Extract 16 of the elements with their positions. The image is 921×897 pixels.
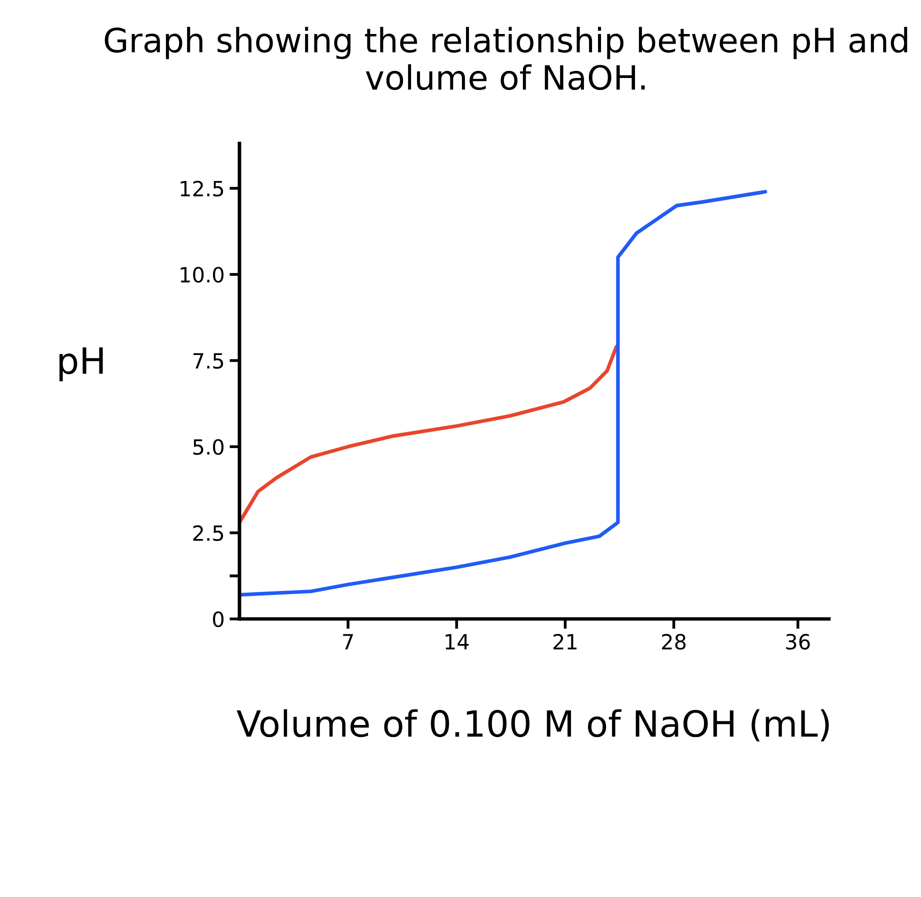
- x-tick-label: 7: [343, 634, 353, 650]
- x-tick-label: 21: [553, 634, 577, 650]
- y-tick-label: 12.5: [180, 180, 224, 197]
- line-series: [239, 344, 618, 524]
- y-axis-title: pH: [60, 347, 103, 382]
- line-series: [239, 190, 768, 597]
- y-tick-label: 7.5: [193, 353, 224, 369]
- x-tick-label: 36: [786, 634, 810, 650]
- y-tick-label: 2.5: [193, 525, 224, 542]
- x-tick-label: 14: [446, 634, 469, 650]
- y-tick-label: 10.0: [180, 266, 224, 283]
- chart-title: Graph showing the relationship between pH and volume of NaOH.: [104, 26, 908, 90]
- x-axis-title: Volume of 0.100 M of NaOH (mL): [236, 709, 829, 742]
- x-tick-label: 28: [662, 634, 686, 650]
- y-tick-label: 5.0: [193, 439, 224, 455]
- y-tick-label: 0: [212, 611, 224, 628]
